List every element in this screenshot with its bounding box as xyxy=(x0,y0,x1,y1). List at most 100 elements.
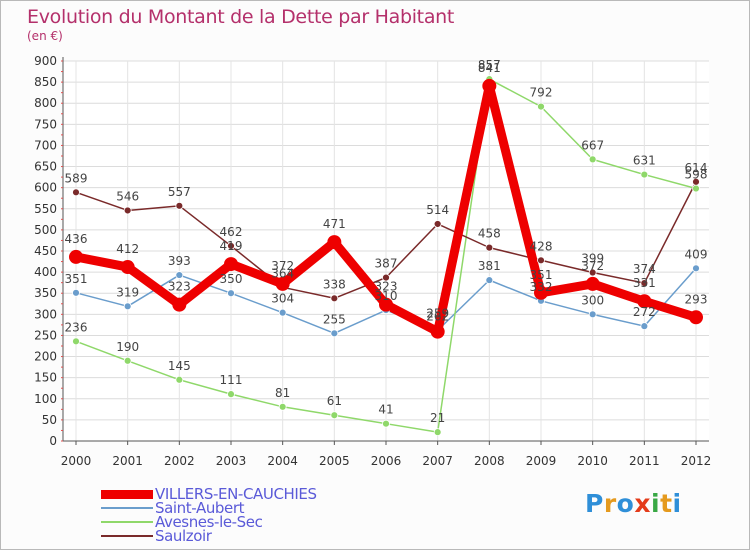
data-point xyxy=(123,206,132,215)
y-tick-label: 50 xyxy=(42,413,57,427)
data-label: 304 xyxy=(271,292,294,306)
data-label: 111 xyxy=(220,373,243,387)
x-tick-label: 2009 xyxy=(526,454,557,468)
data-label: 631 xyxy=(633,154,656,168)
chart-subtitle: (en €) xyxy=(27,29,63,43)
legend-label: VILLERS-EN-CAUCHIES xyxy=(155,485,317,503)
data-point xyxy=(224,257,238,272)
data-point xyxy=(588,310,597,319)
data-label: 372 xyxy=(581,259,604,273)
data-label: 458 xyxy=(478,227,501,241)
y-tick-label: 700 xyxy=(34,138,57,152)
data-label: 436 xyxy=(65,232,88,246)
legend-swatch xyxy=(101,490,153,499)
data-label: 393 xyxy=(168,254,191,268)
legend-label: Avesnes-le-Sec xyxy=(155,513,263,531)
data-label: 323 xyxy=(168,280,191,294)
data-point xyxy=(640,279,649,287)
data-label: 546 xyxy=(116,189,139,203)
data-point xyxy=(123,356,132,365)
legend-swatch xyxy=(101,535,153,537)
data-label: 61 xyxy=(327,394,342,408)
data-point xyxy=(534,285,548,300)
data-label: 514 xyxy=(426,203,449,217)
y-tick-label: 550 xyxy=(34,202,57,216)
y-tick-label: 800 xyxy=(34,96,57,110)
data-point xyxy=(227,289,235,298)
data-point xyxy=(382,419,390,428)
x-tick-label: 2010 xyxy=(577,454,608,468)
y-tick-label: 0 xyxy=(49,434,57,448)
data-point xyxy=(69,249,83,264)
data-point xyxy=(588,155,597,164)
data-label: 372 xyxy=(271,259,294,273)
data-point xyxy=(227,242,235,250)
y-tick-label: 650 xyxy=(34,160,57,174)
data-point xyxy=(330,411,339,420)
data-label: 399 xyxy=(581,252,604,266)
data-label: 589 xyxy=(65,171,88,185)
data-label: 323 xyxy=(375,280,398,294)
data-point xyxy=(640,322,649,331)
data-point xyxy=(485,276,494,285)
logo-letter: r xyxy=(603,489,617,518)
data-label: 471 xyxy=(323,217,346,231)
x-tick-label: 2006 xyxy=(371,454,402,468)
data-label: 300 xyxy=(581,293,604,307)
chart-title: Evolution du Montant de la Dette par Hab… xyxy=(27,6,455,28)
data-point xyxy=(692,184,700,193)
data-label: 293 xyxy=(685,292,708,306)
data-point xyxy=(482,78,497,93)
y-tick-label: 200 xyxy=(34,350,57,364)
data-label: 857 xyxy=(478,58,501,72)
data-point xyxy=(692,264,700,273)
proxiti-logo: Proxiti xyxy=(585,489,682,518)
data-point xyxy=(379,297,393,312)
data-label: 462 xyxy=(220,225,243,239)
data-label: 792 xyxy=(530,86,553,100)
data-label: 262 xyxy=(426,309,449,323)
data-label: 419 xyxy=(220,239,243,253)
data-point xyxy=(120,260,135,275)
data-label: 21 xyxy=(430,411,445,425)
data-point xyxy=(327,235,342,250)
y-tick-label: 450 xyxy=(34,244,57,258)
data-label: 412 xyxy=(116,242,139,256)
legend-swatch xyxy=(101,521,153,523)
logo-letter: i xyxy=(651,489,661,518)
data-point xyxy=(275,276,290,291)
data-label: 259 xyxy=(426,307,449,321)
y-tick-label: 400 xyxy=(34,265,57,279)
data-label: 614 xyxy=(685,161,708,175)
data-point xyxy=(227,390,235,399)
data-point xyxy=(585,276,600,291)
data-label: 331 xyxy=(633,276,656,290)
data-label: 319 xyxy=(116,285,139,299)
logo-letter: t xyxy=(660,489,673,518)
data-label: 145 xyxy=(168,359,191,373)
data-label: 236 xyxy=(65,320,88,334)
data-label: 310 xyxy=(375,289,398,303)
logo-letter: o xyxy=(616,489,635,518)
data-point xyxy=(588,268,597,277)
data-label: 350 xyxy=(220,272,243,286)
data-point xyxy=(175,271,184,279)
data-point xyxy=(175,375,184,384)
data-point xyxy=(692,177,700,186)
x-tick-label: 2012 xyxy=(681,454,712,468)
logo-letter: x xyxy=(634,489,651,518)
y-tick-label: 900 xyxy=(34,54,57,68)
data-point xyxy=(172,297,187,312)
y-tick-label: 100 xyxy=(34,392,57,406)
logo-letter: i xyxy=(672,489,682,518)
x-tick-label: 2007 xyxy=(422,454,453,468)
data-label: 332 xyxy=(530,280,553,294)
data-point xyxy=(537,256,545,265)
x-tick-label: 2002 xyxy=(164,454,195,468)
data-point xyxy=(175,201,184,210)
data-label: 557 xyxy=(168,185,191,199)
data-label: 374 xyxy=(633,262,656,276)
data-label: 841 xyxy=(478,61,501,75)
data-point xyxy=(382,273,390,282)
data-point xyxy=(637,294,652,309)
